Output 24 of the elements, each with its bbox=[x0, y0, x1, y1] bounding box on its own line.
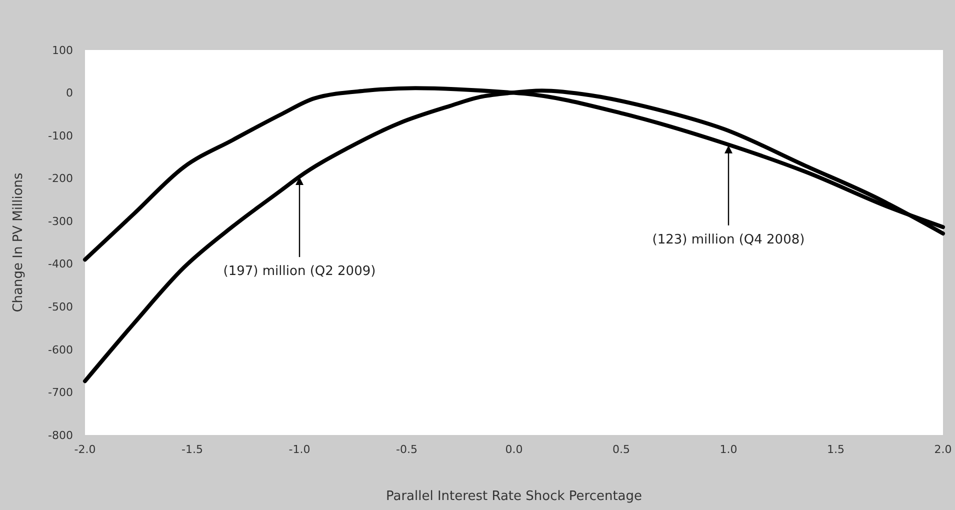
y-tick-label: -400 bbox=[48, 258, 73, 271]
x-tick-label: 1.0 bbox=[720, 443, 738, 456]
x-tick-label: 1.5 bbox=[827, 443, 844, 456]
x-tick-label: 2.0 bbox=[934, 443, 952, 456]
x-tick-label: -0.5 bbox=[396, 443, 418, 456]
y-tick-label: -600 bbox=[48, 343, 73, 356]
x-tick-label: -1.5 bbox=[182, 443, 203, 456]
y-tick-label: -800 bbox=[48, 428, 73, 442]
y-tick-label: -100 bbox=[48, 129, 73, 142]
y-tick-label: -700 bbox=[48, 386, 73, 400]
y-tick-label: 0 bbox=[66, 86, 73, 100]
annotation: (123) million (Q4 2008) bbox=[652, 232, 805, 248]
y-tick-label: -500 bbox=[48, 300, 73, 314]
y-tick-label: -200 bbox=[48, 172, 73, 186]
line-series bbox=[83, 88, 945, 384]
x-tick-label: -2.0 bbox=[74, 443, 96, 456]
x-tick-label: 0.0 bbox=[505, 443, 523, 456]
x-tick-label: -1.0 bbox=[288, 443, 310, 456]
y-tick-label: 100 bbox=[52, 44, 73, 57]
annotation: (197) million (Q2 2009) bbox=[223, 264, 376, 280]
y-tick-label: -300 bbox=[48, 214, 73, 228]
x-tick-label: 0.5 bbox=[612, 443, 630, 456]
y-axis-title: Change In PV Millions bbox=[11, 172, 26, 312]
x-axis-title: Parallel Interest Rate Shock Percentage bbox=[386, 489, 642, 504]
